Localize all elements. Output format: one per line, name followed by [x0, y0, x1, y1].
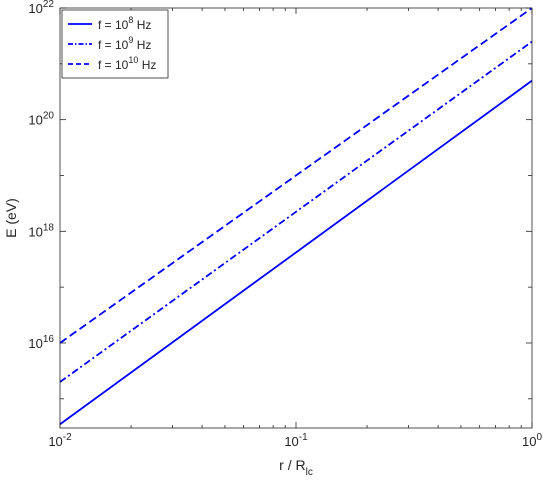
y-tick-label: 1020	[28, 111, 54, 128]
legend-entry-label: f = 108 Hz	[98, 15, 151, 32]
legend-label-exponent: 10	[128, 55, 138, 65]
legend-label-unit: Hz	[138, 58, 156, 72]
y-axis-label: E (eV)	[3, 198, 19, 238]
x-tick-base: 10	[522, 434, 536, 449]
legend-label-text: f = 10	[98, 18, 129, 32]
x-axis-label-main: r / R	[279, 457, 305, 473]
x-tick-label: 10-2	[48, 432, 72, 449]
legend-label-text: f = 10	[98, 38, 129, 52]
x-tick-base: 10	[284, 434, 298, 449]
plot-frame	[59, 7, 533, 429]
legend-label-exponent: 8	[128, 15, 133, 25]
legend-label-exponent: 9	[128, 35, 133, 45]
y-tick-label: 1016	[28, 334, 54, 351]
series-line-solid	[59, 79, 533, 425]
x-axis-label-subscript: lc	[306, 467, 313, 478]
series-line-dashed	[59, 7, 533, 344]
series-line-dashdot	[59, 40, 533, 383]
y-tick-exponent: 16	[43, 334, 55, 345]
y-tick-exponent: 22	[43, 0, 55, 10]
x-tick-label: 10-1	[284, 432, 308, 449]
legend-entry-label: f = 1010 Hz	[98, 55, 156, 72]
y-tick-base: 10	[28, 113, 42, 128]
legend-label-unit: Hz	[133, 38, 151, 52]
legend-label-text: f = 10	[98, 58, 129, 72]
y-tick-label: 1018	[28, 222, 54, 239]
y-tick-base: 10	[28, 1, 42, 16]
x-tick-exponent: 0	[536, 432, 542, 443]
legend-label-unit: Hz	[133, 18, 151, 32]
x-tick-exponent: -2	[63, 432, 72, 443]
legend: f = 108 Hzf = 109 Hzf = 1010 Hz	[61, 9, 169, 79]
legend-entry-label: f = 109 Hz	[98, 35, 151, 52]
y-tick-base: 10	[28, 224, 42, 239]
y-tick-base: 10	[28, 336, 42, 351]
axis-labels: r / Rlc E (eV)	[3, 198, 313, 478]
x-tick-exponent: -1	[299, 432, 308, 443]
x-tick-label: 100	[522, 432, 542, 449]
y-tick-exponent: 20	[43, 111, 55, 122]
y-tick-exponent: 18	[43, 222, 55, 233]
x-tick-base: 10	[48, 434, 62, 449]
axis-ticks	[59, 7, 533, 428]
x-tick-labels: 10-2 10-1 100	[48, 432, 542, 449]
y-tick-label: 1022	[28, 0, 54, 16]
x-axis-label: r / Rlc	[279, 457, 313, 478]
axes-box	[59, 7, 533, 429]
series-lines	[59, 7, 533, 425]
